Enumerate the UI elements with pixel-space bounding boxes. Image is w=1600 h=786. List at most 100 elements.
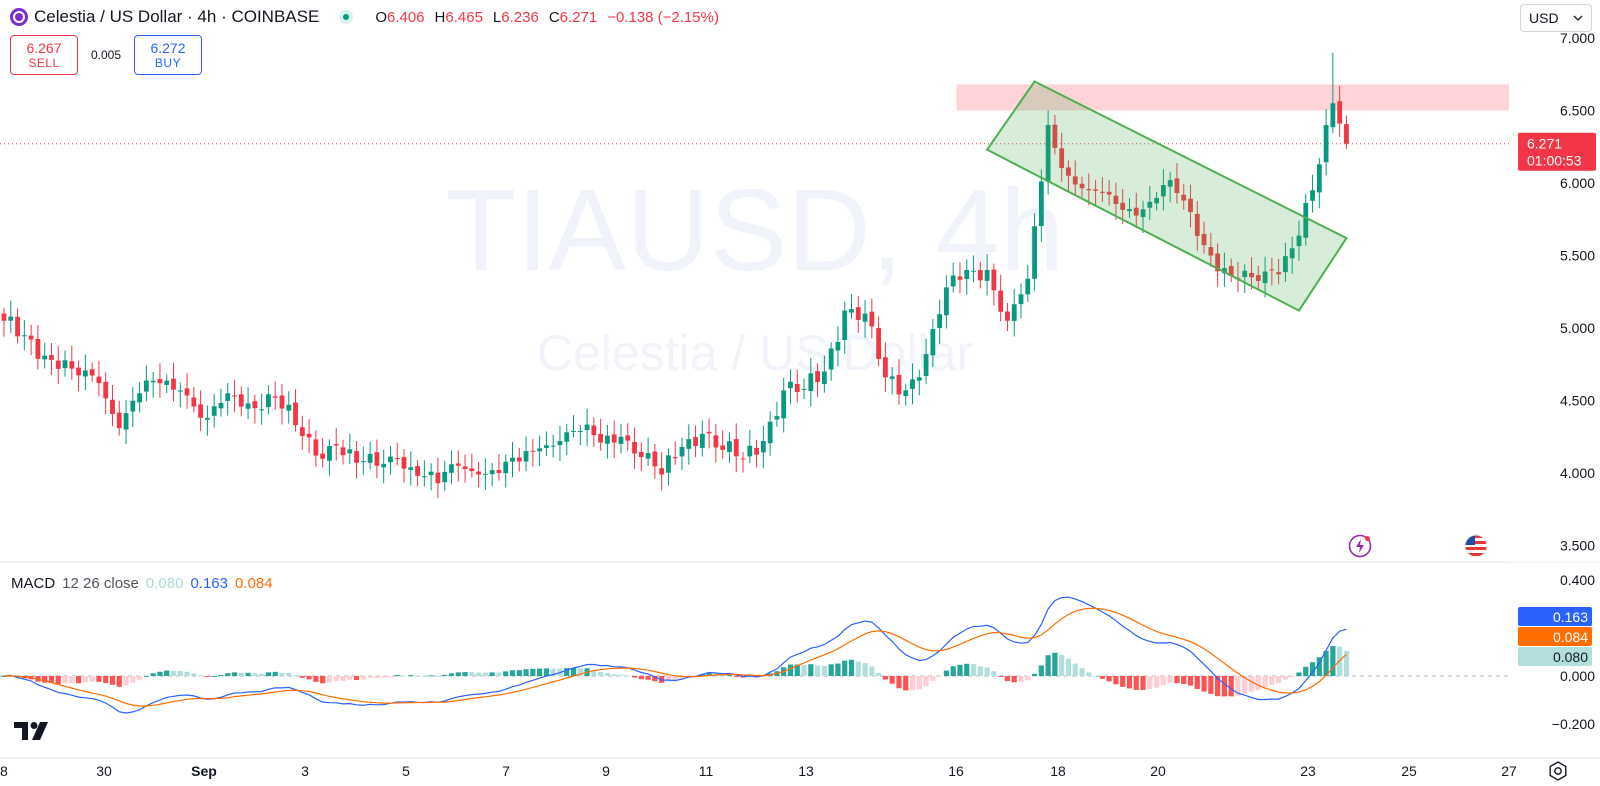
candle[interactable] [184,373,190,409]
candle[interactable] [883,342,888,392]
candle[interactable] [957,262,963,294]
symbol-title[interactable]: Celestia / US Dollar · 4h · COINBASE [34,7,320,26]
candle[interactable] [320,437,326,468]
candle[interactable] [699,420,705,457]
candle[interactable] [923,338,929,384]
candle[interactable] [476,462,481,488]
candle[interactable] [171,362,176,402]
candle[interactable] [747,429,753,464]
candle[interactable] [306,418,312,454]
candle[interactable] [808,357,814,407]
candle[interactable] [713,424,719,463]
candle[interactable] [584,408,590,446]
symbol-header[interactable]: Celestia / US Dollar · 4h · COINBASE O6.… [10,6,719,28]
candle[interactable] [1052,114,1058,155]
candle[interactable] [760,425,766,469]
candle[interactable] [496,453,502,481]
candle[interactable] [754,440,759,468]
candle[interactable] [550,434,556,458]
candle[interactable] [869,298,875,339]
candle[interactable] [1086,173,1092,206]
candle[interactable] [1106,180,1112,206]
candle[interactable] [1167,171,1173,203]
candle[interactable] [557,425,563,462]
candle[interactable] [218,388,224,417]
candle[interactable] [564,423,570,456]
candle[interactable] [503,454,509,488]
candle[interactable] [1147,186,1153,221]
candle[interactable] [896,359,902,405]
candle[interactable] [354,441,359,479]
candle[interactable] [903,383,909,406]
candle[interactable] [299,415,305,450]
candle[interactable] [523,436,529,472]
candle[interactable] [449,450,454,485]
candle[interactable] [421,460,427,487]
candle[interactable] [1059,132,1065,182]
candle[interactable] [801,378,807,400]
candle[interactable] [889,367,895,395]
candle[interactable] [21,320,27,351]
candle[interactable] [1228,258,1234,282]
candle[interactable] [130,387,136,428]
candle[interactable] [1038,169,1044,242]
candle[interactable] [611,420,617,458]
candle[interactable] [821,355,827,393]
candle[interactable] [632,427,637,470]
candle[interactable] [1127,198,1132,218]
candle[interactable] [110,385,115,427]
candle[interactable] [137,382,142,413]
candle[interactable] [571,415,576,438]
candle[interactable] [950,262,956,293]
candle[interactable] [442,460,448,491]
candle[interactable] [1099,177,1105,202]
candle[interactable] [1316,157,1322,209]
candle[interactable] [1283,242,1288,282]
candle[interactable] [69,345,75,380]
candle[interactable] [862,299,868,338]
candle[interactable] [693,425,698,458]
candle[interactable] [740,452,746,473]
candle[interactable] [388,446,393,475]
candle[interactable] [1032,213,1037,292]
candle[interactable] [686,424,692,465]
candle[interactable] [455,450,461,482]
signal-line[interactable] [3,607,1347,707]
candle[interactable] [1296,220,1302,261]
candle[interactable] [835,326,841,367]
candle[interactable] [944,275,949,329]
candle[interactable] [1201,221,1207,254]
candle[interactable] [977,261,983,289]
candle[interactable] [876,316,882,367]
candle[interactable] [96,361,102,397]
candle[interactable] [428,463,434,491]
candle[interactable] [510,442,515,478]
candle[interactable] [103,372,109,415]
earnings-event-icon[interactable] [1348,534,1372,558]
candle[interactable] [964,259,970,295]
candle[interactable] [794,369,800,403]
candle[interactable] [516,447,522,472]
candle[interactable] [1310,174,1315,213]
us-flag-icon[interactable] [1464,534,1488,558]
candle[interactable] [394,442,400,466]
candle[interactable] [313,430,319,467]
candle[interactable] [605,424,610,459]
candle[interactable] [652,444,658,479]
candle[interactable] [367,441,373,470]
candle[interactable] [489,463,495,487]
candle[interactable] [469,453,475,478]
candle[interactable] [577,425,583,446]
candle[interactable] [82,354,88,391]
candle[interactable] [435,457,441,499]
candle[interactable] [544,431,549,456]
candle[interactable] [8,300,14,334]
candle[interactable] [347,433,353,465]
candle[interactable] [1249,257,1254,290]
candle[interactable] [157,363,163,398]
market-open-icon[interactable] [339,10,354,24]
candle[interactable] [123,399,129,444]
candle[interactable] [164,374,170,393]
candle[interactable] [340,439,346,465]
